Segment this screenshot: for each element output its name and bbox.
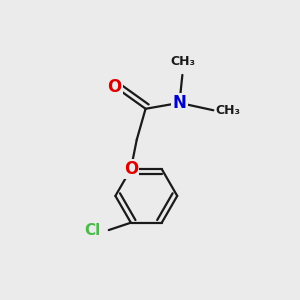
Text: CH₃: CH₃ <box>170 56 195 68</box>
Text: O: O <box>107 78 122 96</box>
Text: CH₃: CH₃ <box>216 104 241 117</box>
Text: N: N <box>172 94 186 112</box>
Text: O: O <box>124 160 138 178</box>
Text: Cl: Cl <box>84 223 101 238</box>
